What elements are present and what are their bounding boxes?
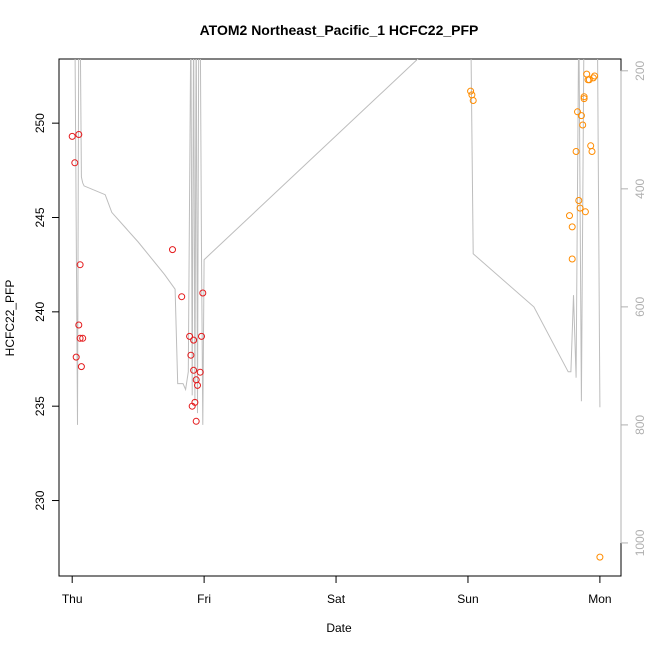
data-point-red [187, 351, 195, 359]
data-point-orange [589, 74, 597, 82]
data-points-layer [68, 70, 604, 561]
y2-tick-label: 800 [633, 415, 647, 435]
data-point-red [72, 353, 80, 361]
data-point-red [79, 334, 87, 342]
y-tick-label: 245 [33, 207, 47, 227]
data-point-orange [568, 223, 576, 231]
plot-area-frame [58, 58, 622, 577]
data-point-red [178, 293, 186, 301]
data-point-red [191, 398, 199, 406]
data-point-orange [580, 95, 588, 103]
data-point-orange [587, 142, 595, 150]
data-point-red [75, 131, 83, 138]
data-point-red [196, 368, 204, 376]
x-axis-label: Date [326, 621, 352, 635]
data-point-orange [469, 97, 477, 104]
data-point-red [194, 381, 201, 389]
data-point-orange [580, 93, 588, 101]
data-point-red [77, 363, 85, 371]
altitude-series-line [74, 59, 601, 425]
data-point-red [190, 366, 198, 374]
data-point-orange [577, 112, 585, 120]
x-tick-label: Mon [588, 592, 611, 606]
x-tick-label: Fri [197, 592, 211, 606]
data-point-red [71, 159, 79, 167]
data-point-orange [583, 70, 591, 78]
chart-title: ATOM2 Northeast_Pacific_1 HCFC22_PFP [200, 22, 479, 38]
data-point-red [186, 332, 194, 340]
y2-tick-label: 200 [633, 60, 647, 80]
data-point-orange [467, 87, 475, 95]
data-point-orange [566, 212, 573, 220]
data-point-red [75, 321, 83, 329]
y-axis: 230 235 240 245 250 [33, 113, 60, 511]
data-point-orange [581, 208, 589, 216]
data-point-orange [588, 148, 596, 155]
data-point-red [76, 261, 84, 269]
y-tick-label: 240 [33, 302, 47, 322]
data-point-orange [576, 204, 584, 212]
secondary-y-axis: 200 400 600 800 1000 [620, 60, 647, 556]
y-axis-label: HCFC22_PFP [3, 280, 17, 357]
data-point-red [76, 334, 84, 342]
data-point-red [68, 132, 76, 140]
data-point-red [192, 417, 200, 425]
x-tick-label: Sat [327, 592, 346, 606]
y2-tick-label: 600 [633, 297, 647, 317]
altitude-line-layer [74, 59, 601, 425]
x-axis: Thu Fri Sat Sun Mon [62, 575, 612, 606]
y-tick-label: 235 [33, 396, 47, 416]
data-point-orange [575, 197, 583, 204]
data-point-orange [591, 72, 599, 80]
data-point-orange [596, 553, 604, 561]
data-point-orange [579, 121, 587, 129]
data-point-orange [572, 148, 580, 155]
data-point-red [190, 336, 198, 344]
data-point-orange [574, 108, 581, 116]
data-point-red [169, 246, 176, 254]
data-point-red [198, 332, 205, 340]
x-tick-label: Sun [457, 592, 478, 606]
y-tick-label: 230 [33, 490, 47, 510]
data-point-orange [568, 255, 576, 263]
y2-tick-label: 400 [633, 179, 647, 199]
y-tick-label: 250 [33, 113, 47, 133]
x-tick-label: Thu [62, 592, 83, 606]
data-point-red [192, 376, 200, 384]
data-point-orange [585, 76, 593, 84]
data-point-red [199, 289, 207, 297]
y2-tick-label: 1000 [633, 529, 647, 556]
